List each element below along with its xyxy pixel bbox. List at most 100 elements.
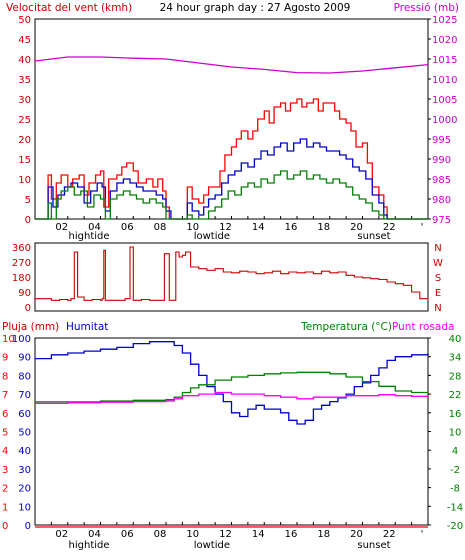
wind-x-tick: 02 — [55, 222, 68, 233]
wind-average-line — [35, 138, 428, 220]
rain-y-tick: 9 — [2, 353, 8, 364]
temp-x-tick: 20 — [350, 529, 363, 540]
temp-x-tick: 10 — [186, 529, 199, 540]
wind-y-tick: 30 — [18, 95, 31, 106]
wind-x-tick: 08 — [154, 222, 167, 233]
temp-x-tick: 18 — [317, 529, 330, 540]
temperature-y-tick: 40 — [449, 334, 462, 345]
pressure-y-tick: 985 — [432, 175, 451, 186]
wind-minimum-line — [35, 170, 428, 220]
wind-x-tick: 22 — [383, 222, 396, 233]
pressure-y-tick: 1010 — [432, 75, 457, 86]
pressure-y-tick: 995 — [432, 135, 451, 146]
temp-x-tick: 16 — [285, 529, 298, 540]
pressure-line — [34, 56, 429, 74]
wind-axis-title: Velocitat del vent (kmh) — [6, 2, 132, 14]
temperature-axis-title: Temperatura (°C) — [300, 321, 392, 333]
direction-y-tick: 90 — [18, 288, 31, 299]
wind-x-tick: 14 — [252, 222, 265, 233]
temp-x-tick: ' — [421, 529, 424, 540]
pressure-y-tick: 1005 — [432, 95, 457, 106]
wind-x-tick: 12 — [219, 222, 232, 233]
direction-y-tick: 0 — [25, 303, 31, 314]
tick-labels: 0510152025303540455097598098599099510001… — [2, 15, 463, 551]
temperature-y-tick: 10 — [449, 428, 462, 439]
temperature-y-tick: -14 — [447, 502, 463, 513]
wind-y-tick: 15 — [18, 155, 31, 166]
wind-x-tick: 18 — [317, 222, 330, 233]
humidity-y-tick: 0 — [25, 521, 31, 532]
humidity-y-tick: 30 — [18, 465, 31, 476]
temperature-line — [35, 371, 428, 403]
humidity-y-tick: 100 — [12, 334, 31, 345]
rain-y-tick: 6 — [2, 409, 8, 420]
temperature-y-tick: 16 — [449, 409, 462, 420]
dewpoint-axis-title: Punt rosada — [392, 321, 454, 333]
wind-direction-line — [35, 246, 429, 301]
rain-axis-title: Pluja (mm) — [2, 321, 59, 333]
direction-y-tick: 180 — [12, 273, 31, 284]
direction-panel-frame — [34, 242, 429, 312]
humidity-axis-title: Humitat — [66, 321, 108, 333]
temp-x-tick: 12 — [219, 529, 232, 540]
temp-x-tick: 04 — [88, 529, 101, 540]
rain-y-tick: 10 — [2, 334, 15, 345]
temp-x-tick: 06 — [121, 529, 134, 540]
humidity-y-tick: 20 — [18, 484, 31, 495]
temp-x-tick: 14 — [252, 529, 265, 540]
wind-y-tick: 50 — [18, 15, 31, 26]
direction-y-tick: 270 — [12, 258, 31, 269]
compass-label: N — [434, 303, 441, 314]
wind-y-tick: 25 — [18, 115, 31, 126]
series — [34, 56, 429, 528]
rain-y-tick: 2 — [2, 484, 8, 495]
pressure-y-tick: 1015 — [432, 55, 457, 66]
wind-y-tick: 35 — [18, 75, 31, 86]
rain-y-tick: 4 — [2, 446, 8, 457]
compass-label: W — [433, 258, 443, 269]
pressure-y-tick: 975 — [432, 215, 451, 226]
dewpoint-line — [35, 391, 428, 405]
event-label-hightide: hightide — [69, 540, 110, 551]
event-label-sunset: sunset — [357, 231, 390, 242]
pressure-y-tick: 1025 — [432, 15, 457, 26]
pressure-y-tick: 1000 — [432, 115, 457, 126]
rain-y-tick: 7 — [2, 390, 8, 401]
temp-x-tick: 22 — [383, 529, 396, 540]
temperature-y-tick: -8 — [450, 484, 460, 495]
compass-label: E — [435, 288, 441, 299]
event-label-sunset: sunset — [357, 540, 390, 551]
wind-x-tick: 16 — [285, 222, 298, 233]
rain-y-tick: 3 — [2, 465, 8, 476]
event-label-lowtide: lowtide — [194, 540, 230, 551]
pressure-y-tick: 990 — [432, 155, 451, 166]
rain-y-tick: 8 — [2, 371, 8, 382]
wind-gust-line — [35, 98, 428, 220]
wind-x-tick: ' — [421, 222, 424, 233]
direction-y-tick: 360 — [12, 243, 31, 254]
humidity-y-tick: 90 — [18, 353, 31, 364]
temperature-y-tick: 34 — [449, 353, 462, 364]
temp-x-tick: 08 — [154, 529, 167, 540]
temperature-y-tick: 4 — [452, 446, 458, 457]
temperature-y-tick: 28 — [449, 371, 462, 382]
pressure-y-tick: 980 — [432, 195, 451, 206]
wind-y-tick: 20 — [18, 135, 31, 146]
compass-label: N — [434, 243, 441, 254]
wind-y-tick: 45 — [18, 35, 31, 46]
rain-y-tick: 0 — [2, 521, 8, 532]
wind-y-tick: 40 — [18, 55, 31, 66]
wind-y-tick: 5 — [25, 195, 31, 206]
wind-x-tick: 06 — [121, 222, 134, 233]
pressure-y-tick: 1020 — [432, 35, 457, 46]
wind-y-tick: 10 — [18, 175, 31, 186]
humidity-y-tick: 40 — [18, 446, 31, 457]
chart-title: 24 hour graph day : 27 Agosto 2009 — [160, 2, 351, 14]
wind-x-tick: 10 — [186, 222, 199, 233]
compass-label: S — [435, 273, 441, 284]
wind-y-tick: 0 — [25, 215, 31, 226]
humidity-y-tick: 50 — [18, 428, 31, 439]
